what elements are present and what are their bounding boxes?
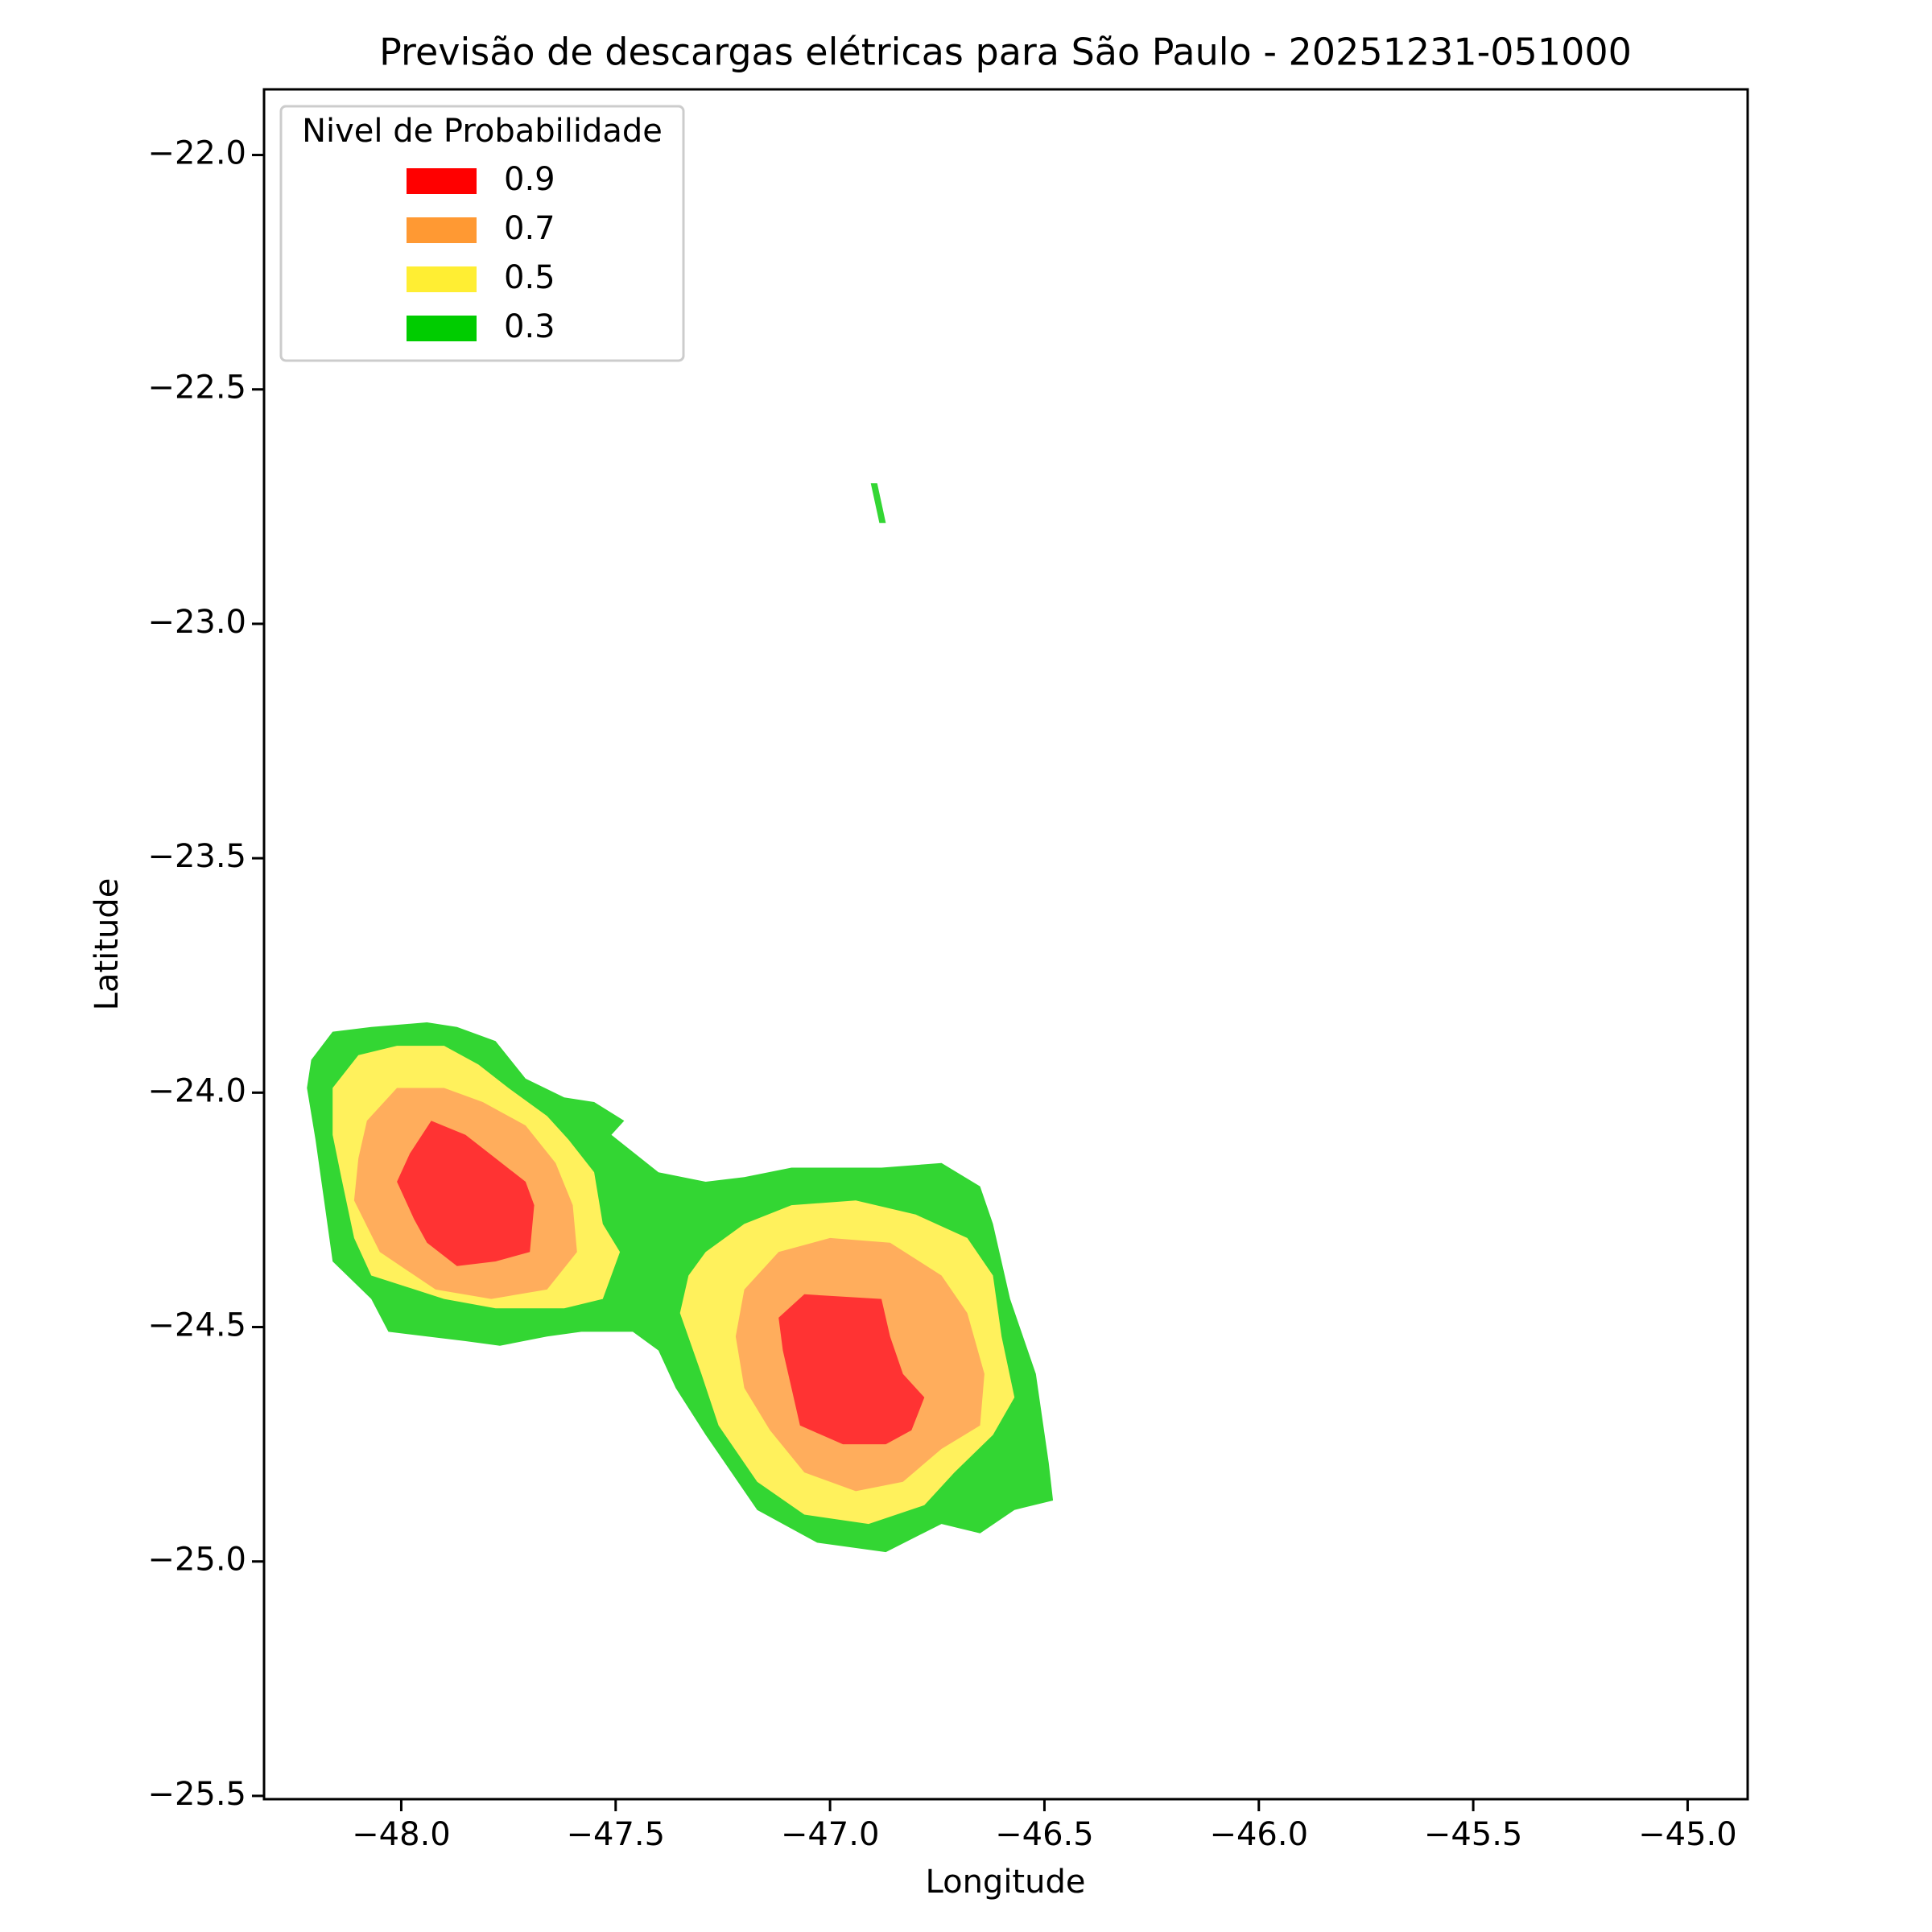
y-tick-label: −23.5 (147, 838, 246, 875)
x-tick-label: −46.5 (995, 1816, 1094, 1853)
y-tick-label: −24.0 (147, 1072, 246, 1109)
y-tick-label: −25.5 (147, 1776, 246, 1813)
legend-swatch (407, 266, 477, 292)
contour-region (870, 483, 886, 523)
legend-swatch (407, 168, 477, 194)
legend-title: Nivel de Probabilidade (302, 113, 663, 150)
legend-label: 0.9 (504, 161, 555, 198)
contour-region (397, 1121, 535, 1266)
y-tick-label: −25.0 (147, 1542, 246, 1579)
x-tick-label: −47.0 (781, 1816, 880, 1853)
x-tick-label: −46.0 (1209, 1816, 1308, 1853)
y-tick-label: −24.5 (147, 1307, 246, 1344)
y-tick-label: −23.0 (147, 604, 246, 641)
contour-region (778, 1294, 925, 1445)
legend-box (279, 105, 685, 362)
legend-label: 0.5 (504, 259, 555, 296)
y-tick-label: −22.5 (147, 369, 246, 407)
legend-label: 0.3 (504, 308, 555, 345)
x-tick-label: −48.0 (352, 1816, 451, 1853)
legend-label: 0.7 (504, 210, 555, 247)
axes-frame (262, 88, 1749, 1801)
x-tick-label: −45.5 (1424, 1816, 1523, 1853)
chart-title: Previsão de descargas elétricas para São… (379, 31, 1632, 74)
x-tick-label: −47.5 (566, 1816, 665, 1853)
x-axis-label: Longitude (926, 1864, 1086, 1901)
legend-swatch (407, 316, 477, 341)
x-tick-label: −45.0 (1638, 1816, 1737, 1853)
legend-swatch (407, 217, 477, 243)
y-axis-label: Latitude (89, 878, 126, 1011)
y-tick-label: −22.0 (147, 135, 246, 172)
